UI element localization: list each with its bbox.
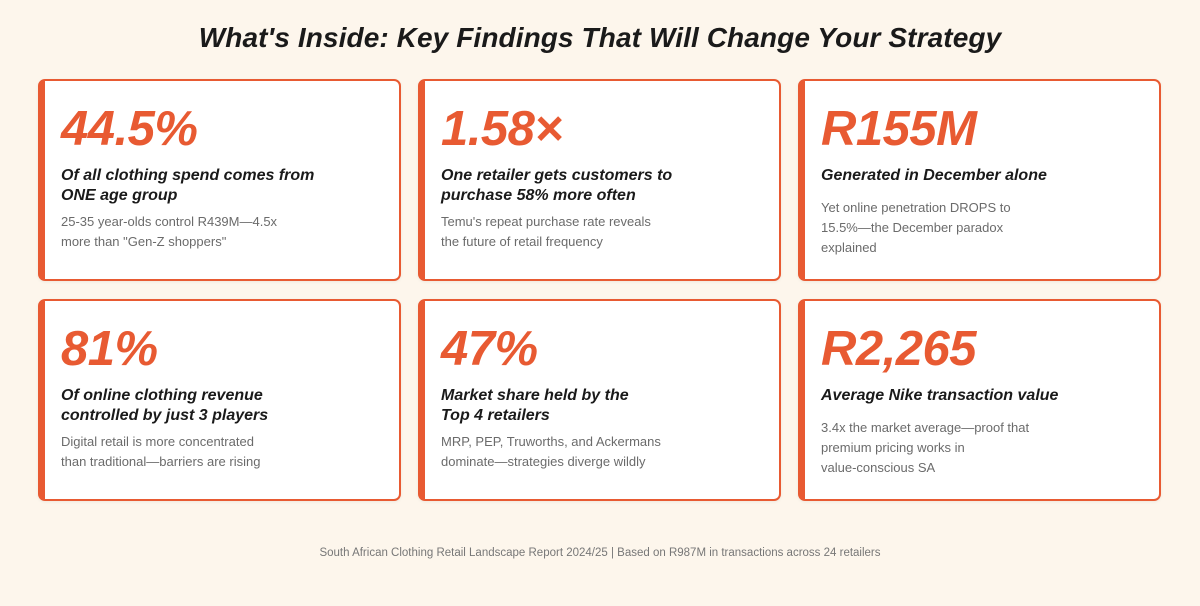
- stat-value: R2,265: [821, 322, 977, 376]
- stat-value: 81%: [61, 322, 158, 376]
- stat-value: 44.5%: [61, 102, 198, 156]
- stat-headline: Of online clothing revenue controlled by…: [61, 387, 269, 424]
- stat-description: Temu's repeat purchase rate reveals the …: [441, 214, 651, 249]
- stat-headline: Market share held by the Top 4 retailers: [441, 387, 629, 424]
- stat-headline: One retailer gets customers to purchase …: [441, 167, 673, 204]
- finding-card-nike-transaction: R2,265 Average Nike transaction value 3.…: [798, 299, 1161, 501]
- stat-description: 3.4x the market average—proof that premi…: [821, 420, 1030, 475]
- stat-headline: Of all clothing spend comes from ONE age…: [61, 167, 315, 204]
- finding-card-age-group: 44.5% Of all clothing spend comes from O…: [38, 79, 401, 281]
- stat-description: MRP, PEP, Truworths, and Ackermans domin…: [441, 434, 661, 469]
- finding-card-repeat-purchase: 1.58× One retailer gets customers to pur…: [418, 79, 781, 281]
- stat-description: 25-35 year-olds control R439M—4.5x more …: [61, 214, 278, 249]
- page-title: What's Inside: Key Findings That Will Ch…: [198, 22, 1002, 53]
- stat-headline: Average Nike transaction value: [821, 387, 1059, 404]
- stat-description: Yet online penetration DROPS to 15.5%—th…: [821, 200, 1011, 255]
- stat-description: Digital retail is more concentrated than…: [61, 434, 261, 469]
- findings-grid: 44.5% Of all clothing spend comes from O…: [38, 79, 1162, 501]
- stat-value: R155M: [821, 102, 977, 156]
- stat-value: 47%: [441, 322, 538, 376]
- stat-value: 1.58×: [441, 102, 563, 156]
- finding-card-december: R155M Generated in December alone Yet on…: [798, 79, 1161, 281]
- finding-card-online-concentration: 81% Of online clothing revenue controlle…: [38, 299, 401, 501]
- report-footer: South African Clothing Retail Landscape …: [319, 547, 881, 559]
- finding-card-market-share: 47% Market share held by the Top 4 retai…: [418, 299, 781, 501]
- stat-headline: Generated in December alone: [821, 167, 1047, 184]
